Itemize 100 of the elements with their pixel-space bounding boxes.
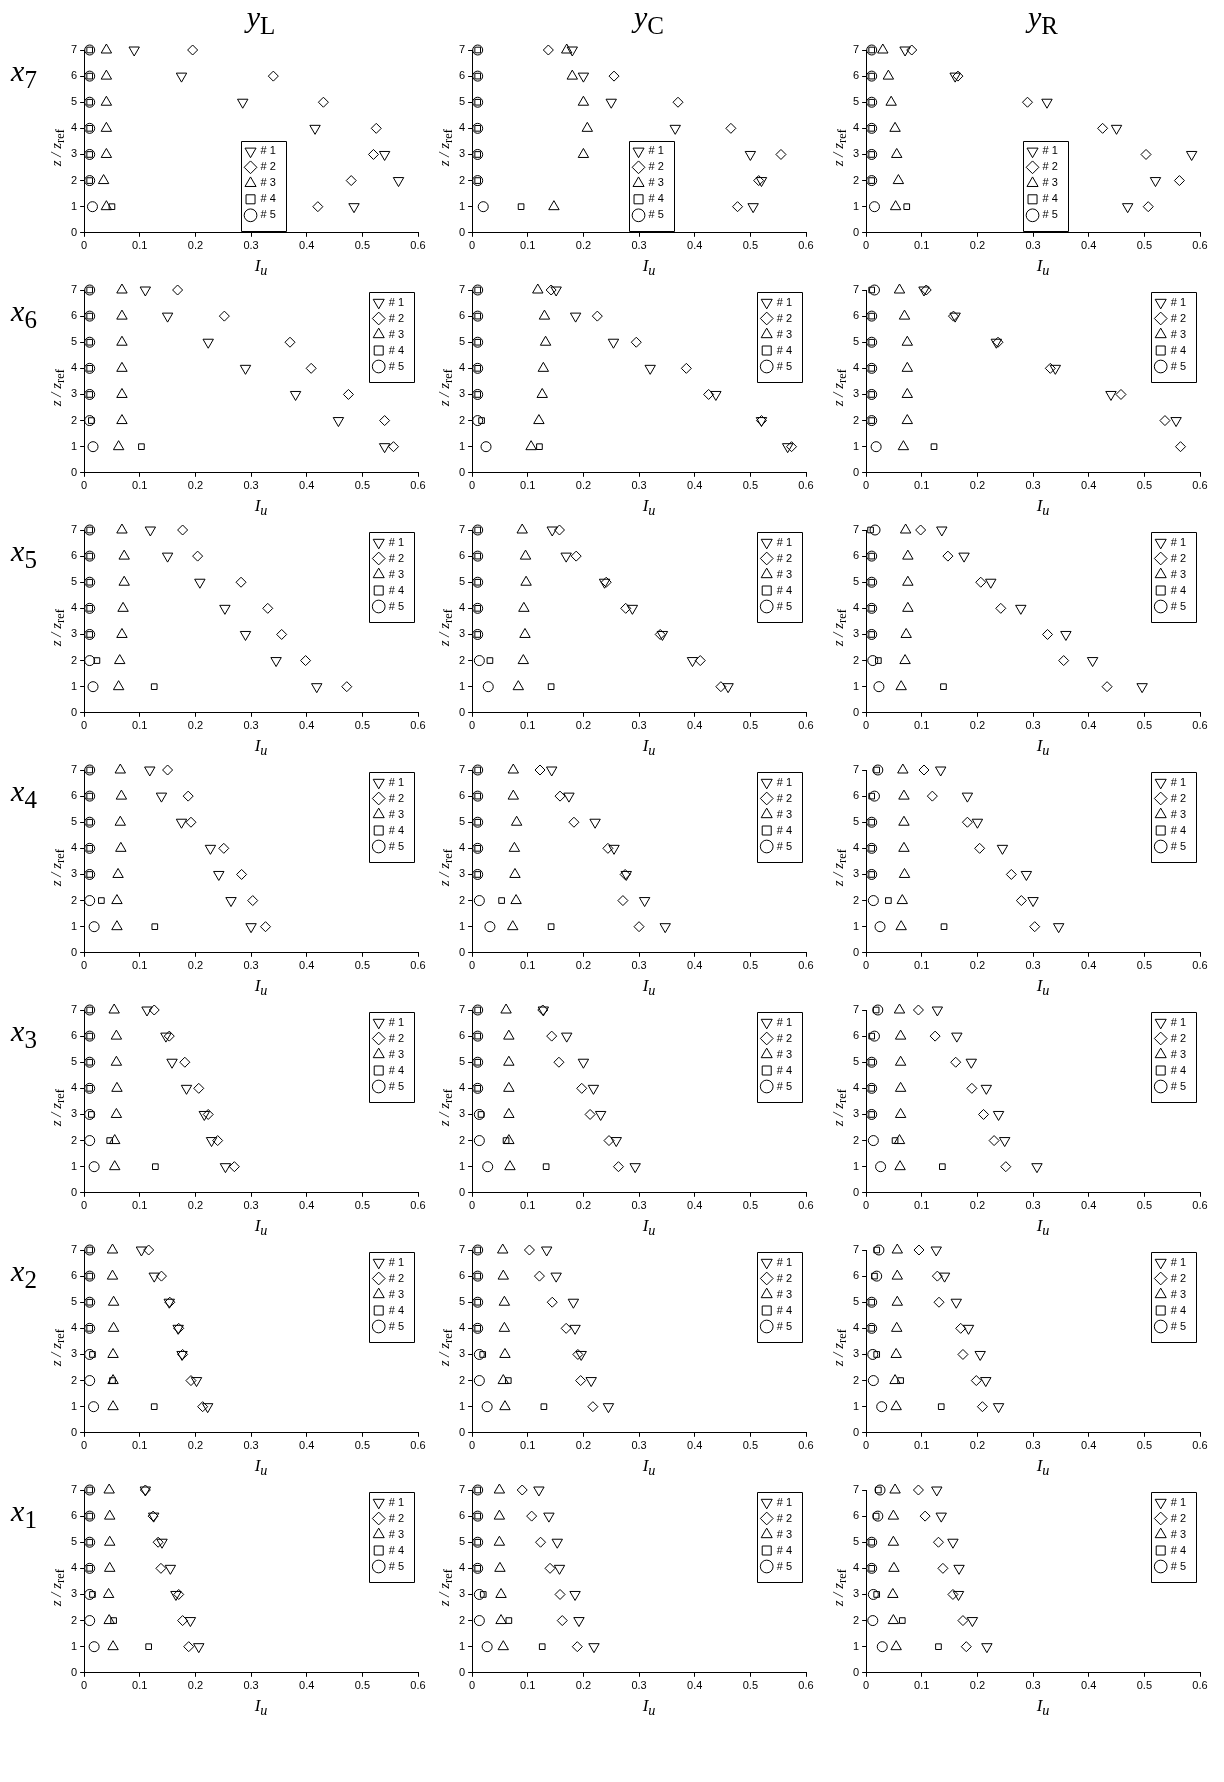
x-tick-label: 0.6 bbox=[410, 959, 426, 972]
text: x$_{7}$ bbox=[9, 54, 38, 94]
point bbox=[535, 1536, 547, 1548]
point bbox=[545, 284, 557, 296]
y-tick-label: 7 bbox=[70, 283, 78, 296]
x-tick-label: 0.4 bbox=[1081, 239, 1097, 252]
point bbox=[644, 364, 656, 375]
x-axis-title: I$_{u}$ bbox=[641, 256, 657, 280]
point bbox=[1136, 683, 1148, 694]
y-tick-label: 4 bbox=[852, 601, 860, 614]
point bbox=[996, 844, 1009, 855]
point bbox=[539, 335, 552, 346]
legend-label: # 3 bbox=[260, 176, 276, 189]
point bbox=[532, 283, 544, 294]
point bbox=[1027, 897, 1039, 908]
point bbox=[912, 1004, 924, 1016]
x-tick-label: 0.6 bbox=[798, 1199, 814, 1212]
point bbox=[966, 1082, 978, 1094]
point bbox=[899, 523, 912, 534]
point bbox=[116, 309, 128, 320]
point bbox=[544, 1562, 556, 1574]
x-tick-label: 0.5 bbox=[1136, 959, 1152, 972]
point bbox=[919, 1510, 931, 1522]
point bbox=[962, 1324, 975, 1335]
x-tick-label: 0.2 bbox=[575, 719, 592, 732]
y-tick-label: 2 bbox=[458, 653, 466, 666]
y-tick-label: 7 bbox=[458, 1003, 466, 1016]
point bbox=[633, 921, 645, 933]
point bbox=[1086, 657, 1099, 668]
x-tick-label: 0.5 bbox=[354, 959, 370, 972]
y-tick-label: 2 bbox=[852, 413, 860, 426]
point bbox=[481, 1641, 493, 1653]
point bbox=[116, 283, 128, 294]
x-tick-label: 0.6 bbox=[798, 1679, 814, 1692]
x-tick-label: 0.6 bbox=[1192, 479, 1208, 492]
y-tick-label: 3 bbox=[852, 1587, 860, 1600]
point bbox=[114, 654, 126, 665]
x-axis-title: I$_{u}$ bbox=[1035, 736, 1051, 760]
x-tick-label: 0.1 bbox=[520, 1199, 536, 1212]
x-tick-label: 0.5 bbox=[354, 239, 370, 252]
point bbox=[897, 440, 910, 451]
x-tick-label: 0.2 bbox=[575, 239, 592, 252]
point bbox=[569, 1590, 581, 1601]
point bbox=[868, 792, 876, 800]
point bbox=[187, 44, 199, 56]
x-axis-title: I$_{u}$ bbox=[253, 736, 269, 760]
point bbox=[100, 95, 113, 106]
point bbox=[185, 816, 197, 828]
point bbox=[913, 1244, 925, 1256]
point bbox=[533, 414, 545, 425]
point bbox=[732, 201, 744, 213]
y-tick-label: 6 bbox=[852, 1509, 860, 1522]
point bbox=[974, 842, 986, 854]
legend-label: # 1 bbox=[388, 775, 405, 788]
y-tick-label: 5 bbox=[70, 1535, 78, 1548]
y-tick-label: 7 bbox=[852, 1243, 860, 1256]
y-tick-label: 5 bbox=[70, 575, 78, 588]
point bbox=[896, 894, 908, 905]
legend-label: # 4 bbox=[648, 192, 664, 205]
y-tick-label: 1 bbox=[458, 679, 466, 692]
point bbox=[867, 1348, 879, 1360]
point bbox=[744, 150, 757, 161]
point bbox=[107, 1321, 120, 1332]
point bbox=[1149, 177, 1162, 188]
point bbox=[1015, 604, 1027, 615]
y-tick-label: 7 bbox=[458, 283, 466, 296]
y-tick-label: 3 bbox=[70, 147, 78, 160]
point bbox=[965, 1058, 977, 1069]
point bbox=[957, 1348, 969, 1360]
legend-label: # 4 bbox=[260, 192, 276, 205]
point bbox=[225, 897, 237, 908]
point bbox=[554, 1588, 566, 1600]
point bbox=[152, 1536, 164, 1548]
point bbox=[935, 1643, 942, 1651]
y-tick-label: 7 bbox=[70, 523, 78, 536]
point bbox=[236, 868, 248, 880]
x-tick-label: 0.5 bbox=[1136, 239, 1152, 252]
point bbox=[985, 578, 997, 589]
x-tick-label: 0.4 bbox=[687, 239, 703, 252]
x-tick-label: 0 bbox=[469, 1679, 476, 1692]
x-tick-label: 0.2 bbox=[575, 1199, 592, 1212]
y-tick-label: 2 bbox=[70, 1373, 78, 1386]
x-tick-label: 0.4 bbox=[687, 1439, 703, 1452]
point bbox=[1115, 388, 1127, 400]
y-tick-label: 2 bbox=[852, 173, 860, 186]
legend-label: # 5 bbox=[1170, 1319, 1187, 1332]
y-tick-label: 0 bbox=[458, 1425, 466, 1438]
y-tick-label: 4 bbox=[70, 361, 78, 374]
y-tick-label: 1 bbox=[70, 1639, 78, 1652]
point bbox=[507, 920, 519, 931]
point bbox=[566, 46, 578, 57]
point bbox=[104, 1535, 116, 1546]
legend-label: # 1 bbox=[1170, 295, 1187, 308]
point bbox=[473, 895, 485, 907]
x-tick-label: 0 bbox=[81, 239, 88, 252]
x-tick-label: 0.3 bbox=[243, 1679, 259, 1692]
point bbox=[538, 1643, 546, 1651]
y-tick-label: 7 bbox=[852, 1003, 860, 1016]
point bbox=[867, 1375, 879, 1387]
point bbox=[247, 895, 259, 907]
